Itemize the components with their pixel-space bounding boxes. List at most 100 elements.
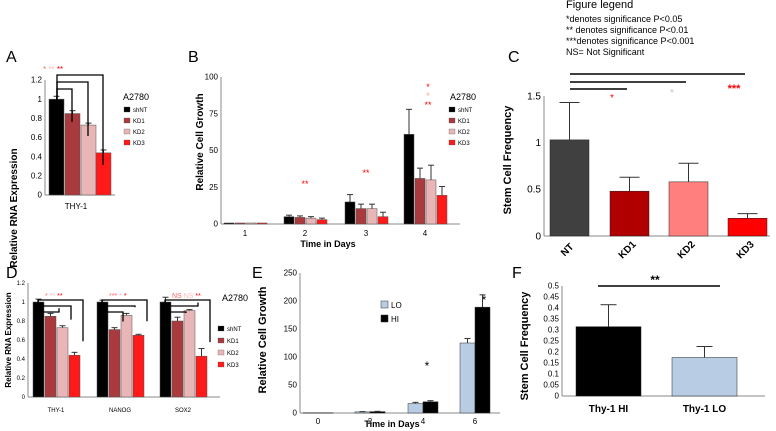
y-axis-label: Relative RNA Expression: [4, 292, 13, 387]
y-tick-label: 100: [205, 73, 219, 82]
cell-line-label: A2780: [123, 92, 149, 102]
y-axis-label: Stem Cell Frequency: [502, 105, 514, 215]
y-tick-label: 0.15: [543, 359, 559, 368]
bar: [120, 315, 133, 398]
x-tick-label: Thy-1 LO: [683, 404, 727, 415]
x-tick-label: 2: [368, 417, 373, 426]
y-axis-label: Relative RNA Expression: [9, 148, 20, 267]
star-mark: **: [195, 293, 201, 300]
star-mark: **: [48, 65, 54, 74]
y-tick-label: 0.25: [543, 337, 559, 346]
bar: [407, 403, 424, 414]
bar: [171, 320, 184, 398]
bar: [344, 201, 356, 225]
x-tick-label: 1: [243, 229, 248, 238]
y-tick-label: 0.05: [543, 381, 559, 390]
legend-label: KD2: [133, 130, 145, 136]
significance-bracket: [37, 305, 72, 320]
legend-label: HI: [391, 315, 399, 324]
star-mark: *: [43, 65, 46, 74]
bar: [48, 98, 65, 196]
y-tick-label: 1.5: [527, 91, 541, 102]
bar: [609, 190, 650, 237]
legend-swatch: [123, 128, 131, 135]
bar: [668, 181, 709, 237]
x-tick-label: 6: [473, 417, 478, 426]
bar: [294, 217, 306, 225]
legend-title: Figure legend: [566, 0, 633, 11]
y-tick-label: 0: [22, 395, 26, 401]
y-tick-label: 0.4: [548, 304, 560, 313]
x-category-label: THY-1: [65, 202, 88, 211]
bar: [355, 208, 367, 225]
x-tick-label: 3: [364, 229, 369, 238]
bar: [305, 217, 317, 225]
legend-label: KD1: [227, 339, 239, 345]
bar: [132, 335, 145, 398]
bar: [425, 179, 437, 225]
x-tick-label: THY-1: [48, 408, 65, 414]
bar: [403, 134, 415, 225]
bar: [474, 306, 491, 414]
x-axis-label: Time in Days: [300, 239, 355, 249]
panel-label-b: B: [188, 49, 199, 66]
bar: [223, 222, 235, 225]
bar: [195, 355, 208, 398]
bar: [159, 301, 172, 398]
y-tick-label: 0.45: [543, 293, 559, 302]
star-mark: **: [650, 273, 660, 287]
cell-line-label: A2780: [222, 293, 248, 303]
x-tick-label: SOX2: [175, 408, 192, 414]
y-tick-label: 0.3: [548, 326, 560, 335]
legend-label: KD3: [133, 141, 145, 147]
bar: [183, 310, 196, 398]
legend-label: KD1: [458, 119, 470, 125]
significance-bracket: [101, 311, 124, 322]
legend-swatch: [448, 128, 456, 135]
y-tick-label: 200: [284, 297, 298, 306]
y-tick-label: 1: [38, 95, 43, 104]
significance-bracket: [101, 299, 148, 322]
y-tick-label: 50: [209, 146, 218, 155]
legend-swatch: [123, 117, 131, 124]
legend-swatch: [380, 314, 389, 323]
y-tick-label: 1.2: [17, 281, 26, 287]
y-tick-label: 0.35: [543, 315, 559, 324]
y-axis-label: Relative Cell Growth: [195, 93, 206, 190]
legend-swatch: [123, 139, 131, 146]
legend-line: ** denotes significance P<0.01: [566, 25, 688, 35]
bar: [245, 222, 257, 225]
y-tick-label: 0.2: [17, 376, 26, 382]
x-tick-label: Thy-1 HI: [589, 404, 629, 415]
star-mark: ***: [728, 83, 742, 95]
significance-bracket: [101, 305, 136, 310]
panel-b-chart: A2780 Relative Cell Growth Time in Days …: [195, 73, 476, 249]
y-tick-label: 0.2: [31, 172, 43, 181]
x-tick-label: 4: [421, 417, 426, 426]
bar: [575, 326, 642, 397]
legend-label: KD2: [227, 351, 239, 357]
star-mark: **: [301, 179, 309, 189]
bar: [316, 219, 328, 225]
legend-label: KD3: [458, 141, 470, 147]
legend-label: shNT: [458, 108, 473, 114]
legend-label: KD3: [227, 363, 239, 369]
significance-bracket: [164, 299, 211, 343]
legend-line: *denotes significance P<0.05: [566, 14, 682, 24]
y-tick-label: 1.2: [31, 76, 43, 85]
y-tick-label: 0.6: [31, 133, 43, 142]
legend-label: KD2: [458, 130, 470, 136]
y-tick-label: 75: [209, 109, 218, 118]
panel-label-e: E: [252, 265, 263, 282]
panel-label-a: A: [6, 49, 17, 66]
bar: [64, 113, 81, 196]
bar: [32, 301, 45, 398]
x-tick-label: 2: [303, 229, 308, 238]
star-mark: NS: [184, 293, 194, 300]
legend-swatch: [448, 139, 456, 146]
bar: [671, 357, 738, 397]
y-tick-label: 0.4: [31, 152, 43, 161]
cell-line-label: A2780: [450, 92, 476, 102]
bar: [56, 327, 69, 398]
panel-e-chart: Relative Cell Growth Time in Days * * 0 5…: [257, 269, 500, 429]
